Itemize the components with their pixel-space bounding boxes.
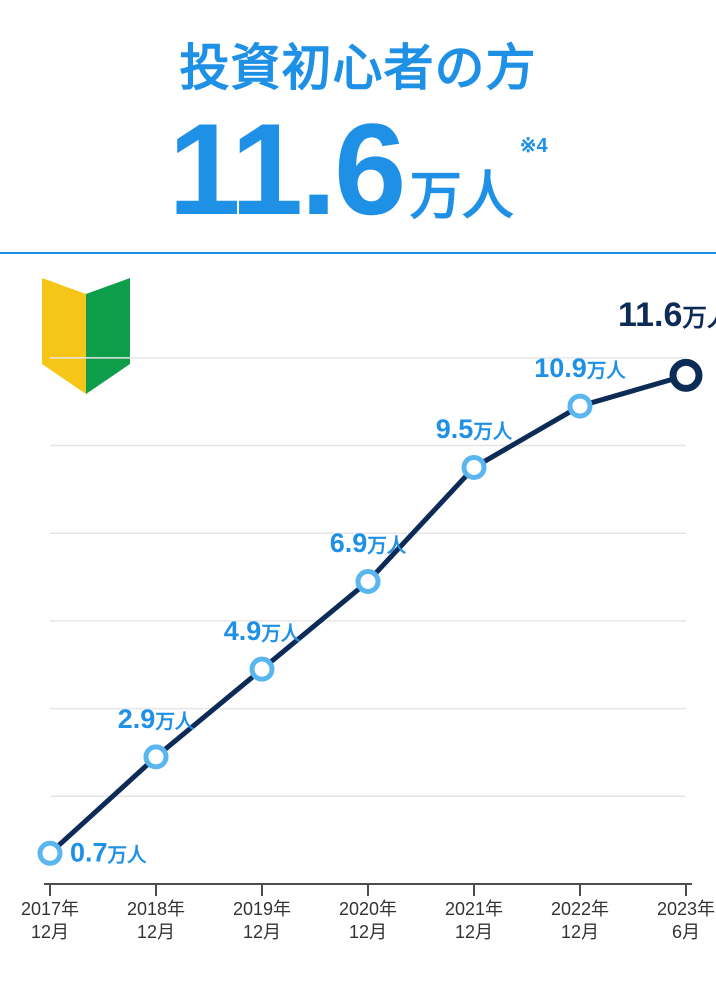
x-axis-labels: 2017年12月2018年12月2019年12月2020年12月2021年12月… (0, 898, 716, 948)
point-unit: 万人 (682, 305, 716, 332)
point-label: 4.9万人 (224, 616, 300, 647)
point-unit: 万人 (155, 711, 194, 733)
x-label-month: 12月 (233, 921, 291, 944)
x-axis-label: 2023年6月 (657, 898, 715, 943)
point-value: 6.9 (330, 528, 368, 558)
point-unit: 万人 (367, 535, 406, 557)
x-axis-label: 2020年12月 (339, 898, 397, 943)
x-label-year: 2017年 (21, 898, 79, 921)
data-line (50, 375, 686, 853)
x-axis-label: 2018年12月 (127, 898, 185, 943)
x-label-month: 12月 (445, 921, 503, 944)
x-axis-label: 2022年12月 (551, 898, 609, 943)
point-value: 10.9 (534, 353, 587, 383)
header: 投資初心者の方 11.6 万人 ※4 (0, 0, 716, 234)
x-axis-label: 2021年12月 (445, 898, 503, 943)
x-label-year: 2018年 (127, 898, 185, 921)
chart-card: 投資初心者の方 11.6 万人 ※4 0.7万人2.9万人4.9万人6.9万人9… (0, 0, 716, 1008)
headline-unit: 万人 (410, 154, 514, 229)
point-value: 9.5 (436, 414, 474, 444)
x-label-month: 6月 (657, 921, 715, 944)
x-label-month: 12月 (21, 921, 79, 944)
point-unit: 万人 (473, 421, 512, 443)
x-label-month: 12月 (551, 921, 609, 944)
point-unit: 万人 (587, 360, 626, 382)
x-label-year: 2020年 (339, 898, 397, 921)
headline-footnote: ※4 (520, 133, 548, 158)
x-label-month: 12月 (127, 921, 185, 944)
point-unit: 万人 (261, 623, 300, 645)
x-label-year: 2023年 (657, 898, 715, 921)
axis (44, 884, 692, 896)
point-label: 2.9万人 (118, 704, 194, 735)
point-value: 11.6 (618, 296, 682, 334)
x-label-year: 2019年 (233, 898, 291, 921)
point-unit: 万人 (108, 845, 147, 867)
title: 投資初心者の方 (0, 28, 716, 100)
point-value: 2.9 (118, 704, 156, 734)
point-label: 10.9万人 (534, 353, 625, 384)
final-point-label: 11.6万人 (618, 296, 716, 335)
headline-number: 11.6 (168, 104, 403, 234)
point-label: 6.9万人 (330, 528, 406, 559)
x-axis-label: 2019年12月 (233, 898, 291, 943)
point-label: 0.7万人 (70, 838, 146, 869)
point-label: 9.5万人 (436, 414, 512, 445)
data-markers (40, 362, 699, 863)
x-label-year: 2022年 (551, 898, 609, 921)
point-value: 4.9 (224, 616, 262, 646)
x-axis-label: 2017年12月 (21, 898, 79, 943)
point-value: 0.7 (70, 838, 108, 868)
x-label-month: 12月 (339, 921, 397, 944)
x-label-year: 2021年 (445, 898, 503, 921)
chart-area: 0.7万人2.9万人4.9万人6.9万人9.5万人10.9万人11.6万人 20… (0, 254, 716, 974)
headline-number-row: 11.6 万人 ※4 (0, 104, 716, 234)
